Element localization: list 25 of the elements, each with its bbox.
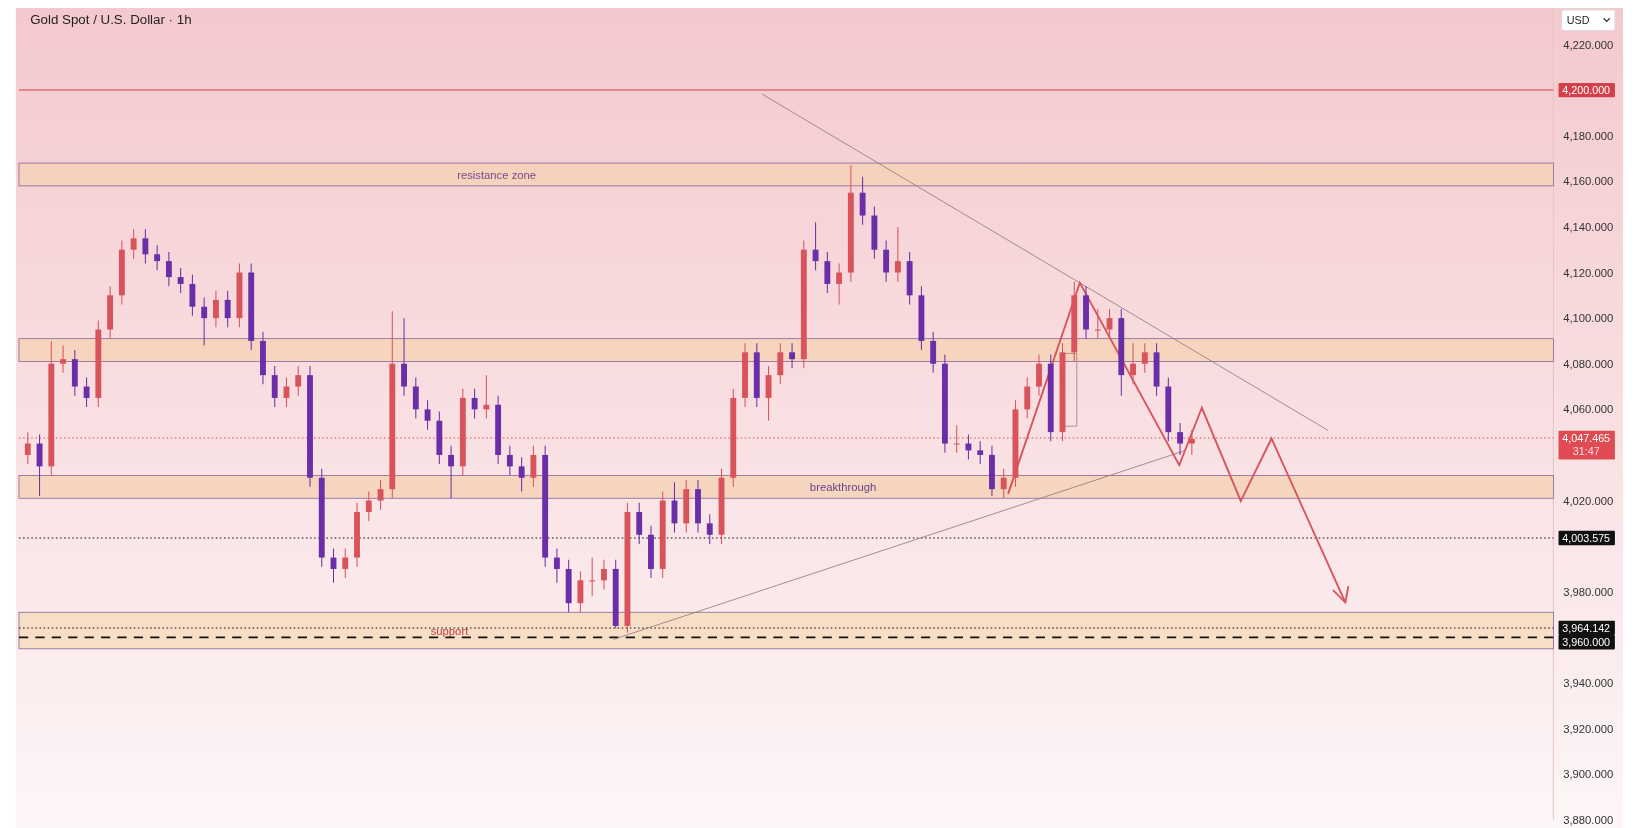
band-label: resistance zone xyxy=(457,168,537,181)
y-tick-label: 4,080.000 xyxy=(1563,357,1614,370)
y-tick-label: 3,920.000 xyxy=(1563,722,1614,735)
y-tick-label: 3,900.000 xyxy=(1563,768,1614,781)
y-tick-label: 4,140.000 xyxy=(1563,221,1614,234)
band-label: support xyxy=(430,624,470,637)
text: 31:47 xyxy=(1572,445,1600,458)
y-tick-label: 3,940.000 xyxy=(1563,677,1614,690)
y-tick-label: 4,160.000 xyxy=(1563,175,1614,188)
ref-line-label: 4,003.575 xyxy=(1562,532,1611,545)
y-tick-label: 4,120.000 xyxy=(1563,266,1614,279)
y-tick-label: 4,220.000 xyxy=(1563,38,1614,51)
ref-line-label: 3,964.142 xyxy=(1562,622,1611,635)
y-tick-label: 4,100.000 xyxy=(1563,312,1614,325)
ref-line-label: 4,200.000 xyxy=(1562,84,1611,97)
ref-line-label: 4,047.465 xyxy=(1562,432,1611,445)
y-tick-label: 4,060.000 xyxy=(1563,403,1614,416)
y-tick-label: 4,180.000 xyxy=(1563,129,1614,142)
y-tick-label: 3,880.000 xyxy=(1563,813,1614,826)
ref-line-label: 3,960.000 xyxy=(1562,636,1611,649)
y-tick-label: 4,020.000 xyxy=(1563,494,1614,507)
text: USD xyxy=(1566,14,1590,27)
y-tick-label: 3,980.000 xyxy=(1563,585,1614,598)
chart-title: Gold Spot / U.S. Dollar · 1h xyxy=(30,12,192,28)
band-label: breakthrough xyxy=(809,480,877,493)
